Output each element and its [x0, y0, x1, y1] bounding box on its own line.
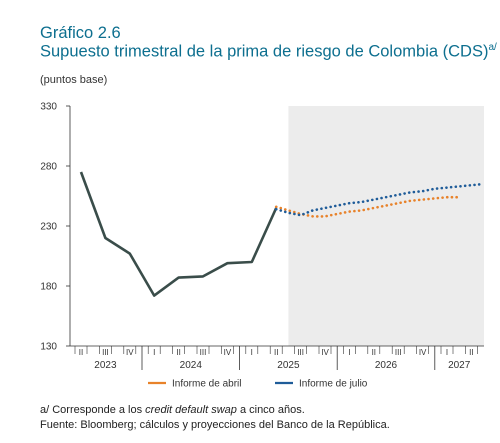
- quarter-label-12: II: [372, 348, 376, 357]
- quarter-label-10: IV: [321, 348, 329, 357]
- chart-title-text: Supuesto trimestral de la prima de riesg…: [40, 42, 489, 61]
- year-label-2023: 2023: [94, 360, 117, 371]
- footnote-prefix: a/ Corresponde a los: [40, 404, 146, 416]
- quarter-label-16: II: [469, 348, 473, 357]
- quarter-label-3: I: [153, 348, 155, 357]
- quarter-label-6: IV: [224, 348, 232, 357]
- footnote-suffix: a cinco años.: [236, 404, 305, 416]
- year-label-2024: 2024: [180, 360, 203, 371]
- y-tick-label-130: 130: [40, 342, 57, 353]
- year-label-2027: 2027: [448, 360, 471, 371]
- quarter-label-14: IV: [419, 348, 427, 357]
- legend-label-1: Informe de julio: [299, 379, 368, 390]
- chart-title-note: a/: [488, 42, 497, 53]
- footnote: a/ Corresponde a los credit default swap…: [40, 404, 305, 416]
- quarter-label-15: I: [446, 348, 448, 357]
- series-line-1: [274, 195, 461, 218]
- quarter-label-8: II: [274, 348, 278, 357]
- quarter-label-0: II: [79, 348, 83, 357]
- year-label-2026: 2026: [375, 360, 398, 371]
- quarter-label-1: III: [102, 348, 109, 357]
- source-note: Fuente: Bloomberg; cálculos y proyeccion…: [40, 419, 390, 431]
- quarter-label-9: III: [297, 348, 304, 357]
- quarter-label-11: I: [348, 348, 350, 357]
- y-tick-label-280: 280: [40, 162, 57, 173]
- y-tick-label-330: 330: [40, 102, 57, 113]
- year-label-2025: 2025: [277, 360, 300, 371]
- projection-area: [288, 106, 484, 346]
- y-axis-unit: (puntos base): [40, 74, 108, 86]
- series-line-0: [79, 171, 278, 297]
- quarter-label-7: I: [251, 348, 253, 357]
- quarter-label-2: IV: [126, 348, 134, 357]
- chart-title: Supuesto trimestral de la prima de riesg…: [40, 42, 497, 62]
- quarter-label-5: III: [200, 348, 207, 357]
- y-tick-label-180: 180: [40, 282, 57, 293]
- quarter-label-13: III: [395, 348, 402, 357]
- chart-number: Gráfico 2.6: [40, 24, 121, 42]
- y-tick-label-230: 230: [40, 222, 57, 233]
- quarter-label-4: II: [176, 348, 180, 357]
- legend-label-0: Informe de abril: [172, 379, 241, 390]
- footnote-italic: credit default swap: [145, 404, 237, 416]
